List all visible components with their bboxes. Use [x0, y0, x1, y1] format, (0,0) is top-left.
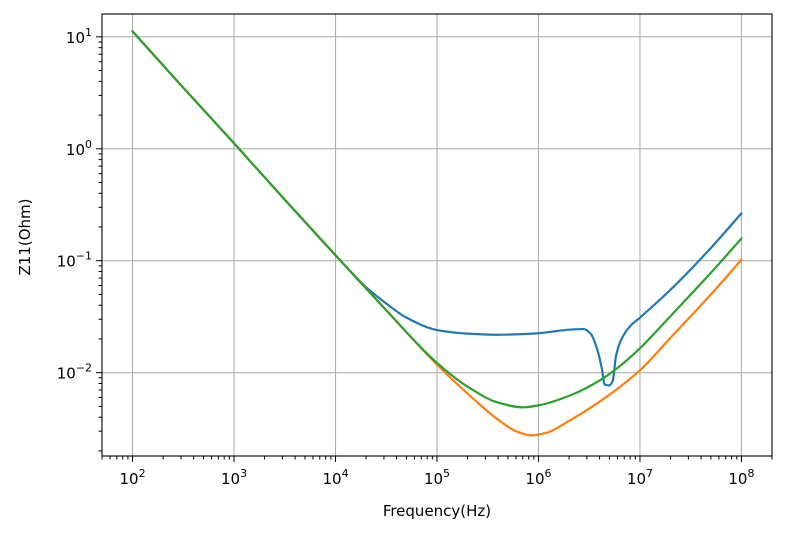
series-layer	[131, 30, 743, 437]
x-tick-label: 103	[221, 467, 247, 488]
tick-labels: 102 103 104 105 106 107 108 101 100 10−1 10−2	[57, 26, 755, 488]
y-tick-label: 101	[66, 26, 92, 47]
y-tick-label: 10−1	[57, 250, 92, 271]
x-tick-label: 104	[322, 467, 348, 488]
x-tick-label: 105	[424, 467, 450, 488]
x-tick-label: 102	[120, 467, 146, 488]
series-line-3	[131, 30, 743, 409]
y-tick-label: 100	[66, 138, 92, 159]
x-tick-label: 107	[627, 467, 653, 488]
ticks	[96, 36, 773, 462]
grid	[102, 14, 772, 456]
x-tick-label: 106	[525, 467, 551, 488]
x-axis-label: Frequency(Hz)	[383, 502, 491, 520]
x-tick-label: 108	[728, 467, 754, 488]
y-tick-label: 10−2	[57, 362, 92, 383]
y-axis-label: Z11(Ohm)	[16, 199, 34, 276]
